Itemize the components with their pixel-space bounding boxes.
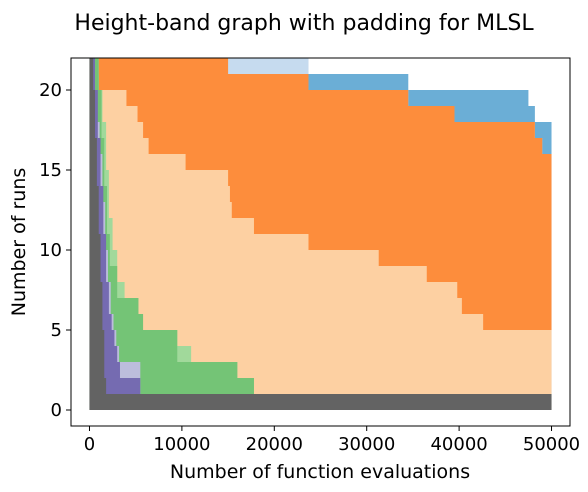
x-tick-label: 20000 bbox=[246, 434, 303, 455]
y-tick-label: 15 bbox=[39, 160, 62, 181]
plot-frame bbox=[70, 57, 571, 427]
y-axis: 0 5 10 15 20 bbox=[39, 80, 71, 421]
y-tick-label: 5 bbox=[51, 320, 62, 341]
y-axis-label: Number of runs bbox=[8, 168, 30, 317]
y-tick-label: 0 bbox=[51, 400, 62, 421]
plot-area bbox=[89, 58, 552, 410]
band-6 bbox=[89, 58, 552, 410]
x-tick-label: 0 bbox=[84, 434, 95, 455]
x-tick-label: 10000 bbox=[153, 434, 210, 455]
y-tick-label: 20 bbox=[39, 80, 62, 101]
x-axis-label: Number of function evaluations bbox=[170, 461, 470, 483]
x-tick-label: 30000 bbox=[338, 434, 395, 455]
x-tick-label: 50000 bbox=[523, 434, 580, 455]
y-tick-label: 10 bbox=[39, 240, 62, 261]
x-tick-label: 40000 bbox=[430, 434, 487, 455]
band-3 bbox=[89, 58, 552, 410]
chart-title: Height-band graph with padding for MLSL bbox=[74, 11, 534, 36]
x-axis: 0 10000 20000 30000 40000 50000 bbox=[84, 426, 580, 455]
